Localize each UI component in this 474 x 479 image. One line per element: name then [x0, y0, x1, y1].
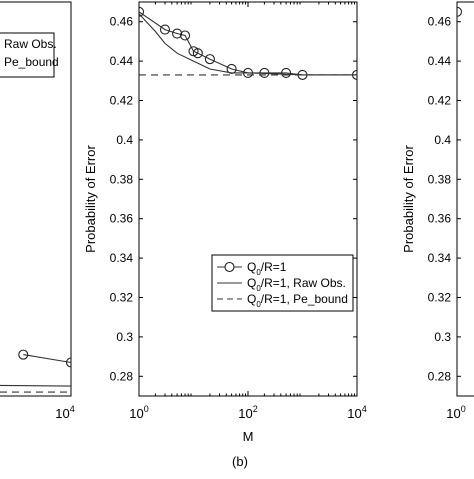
left-legend-entry: Raw Obs.	[4, 37, 57, 51]
center-x-tick-label: 104	[347, 404, 366, 421]
center-y-tick-label: 0.42	[110, 94, 134, 108]
right-y-tick-label: 0.34	[428, 251, 452, 265]
center-series-1-line	[139, 11, 357, 76]
center-axes-frame	[138, 1, 358, 397]
center-series-1-point	[180, 30, 191, 41]
panel-right: 0.46 0.44 0.42 0.4 0.38 0.36 0.34 0.32 0.3 0.28 10…	[401, 1, 474, 421]
center-y-tick-label: 0.36	[110, 212, 134, 226]
right-y-tick-label: 0.42	[428, 94, 452, 108]
center-y-tick-label: 0.46	[110, 15, 134, 29]
center-x-tick-label: 102	[238, 404, 257, 421]
left-series-1-group	[18, 349, 71, 368]
right-y-tick-label: 0.4	[434, 133, 451, 147]
center-y-tick-label: 0.3	[116, 330, 133, 344]
center-series-1-point	[139, 6, 145, 17]
left-series-2	[0, 384, 71, 387]
right-y-axis-label: Probability of Error	[401, 145, 416, 253]
right-y-tick-label: 0.3	[434, 330, 451, 344]
center-legend-entry: Q0/R=1	[247, 260, 287, 277]
right-series-1-point	[457, 6, 463, 17]
center-y-axis-label: Probability of Error	[83, 145, 98, 253]
center-series-1-point	[281, 67, 292, 78]
center-legend-entry: Q0/R=1, Raw Obs.	[247, 276, 346, 293]
right-y-tick-label: 0.28	[428, 369, 452, 383]
panel-center: 0.46 0.44 0.42 0.4 0.38 0.36 0.34 0.32 0.3 0.28 10…	[83, 1, 367, 444]
center-series-2	[139, 13, 357, 76]
center-series-1-group	[139, 6, 357, 80]
left-series-1-point	[65, 357, 71, 368]
center-plot-area	[139, 6, 357, 80]
center-x-axis-label: M	[243, 429, 254, 444]
center-y-tick-label: 0.34	[110, 251, 134, 265]
left-legend-entry: Pe_bound	[4, 55, 59, 69]
right-y-tick-label: 0.44	[428, 54, 452, 68]
center-legend-swatch-marker	[224, 261, 235, 273]
left-legend: Raw Obs. Pe_bound	[0, 32, 59, 78]
center-y-tick-label: 0.44	[110, 54, 134, 68]
right-x-tick-label: 100	[446, 404, 465, 421]
right-series-1-group	[457, 6, 463, 17]
left-legend-box	[0, 32, 55, 78]
right-y-tick-label: 0.36	[428, 212, 452, 226]
right-axes-frame	[456, 1, 474, 397]
right-y-tick-label: 0.38	[428, 172, 452, 186]
center-series-1-point	[192, 48, 203, 59]
left-series-1-line	[23, 354, 71, 364]
center-series-1-point	[172, 28, 183, 39]
center-y-tick-label: 0.38	[110, 172, 134, 186]
left-series-1-point	[18, 349, 29, 360]
left-axes-frame	[0, 1, 72, 397]
center-x-tick-label: 100	[129, 404, 148, 421]
left-x-tick-label: 104	[55, 404, 74, 421]
center-y-tick-label: 0.28	[110, 369, 134, 383]
center-series-1-point	[204, 54, 215, 65]
center-legend: Q0/R=1Q0/R=1, Raw Obs.Q0/R=1, Pe_bound	[211, 254, 354, 312]
center-y-tick-label: 0.32	[110, 291, 134, 305]
right-plot-area	[457, 6, 463, 17]
right-y-tick-label: 0.46	[428, 15, 452, 29]
left-plot-area	[0, 349, 71, 393]
figure-caption: (b)	[232, 454, 248, 469]
center-legend-entry: Q0/R=1, Pe_bound	[247, 292, 348, 309]
center-y-tick-label: 0.4	[116, 133, 133, 147]
center-series-1-point	[159, 24, 171, 35]
right-y-tick-label: 0.32	[428, 291, 452, 305]
center-series-1-point	[226, 63, 237, 75]
panel-left: 104 Raw Obs. Pe_bound	[0, 1, 75, 421]
